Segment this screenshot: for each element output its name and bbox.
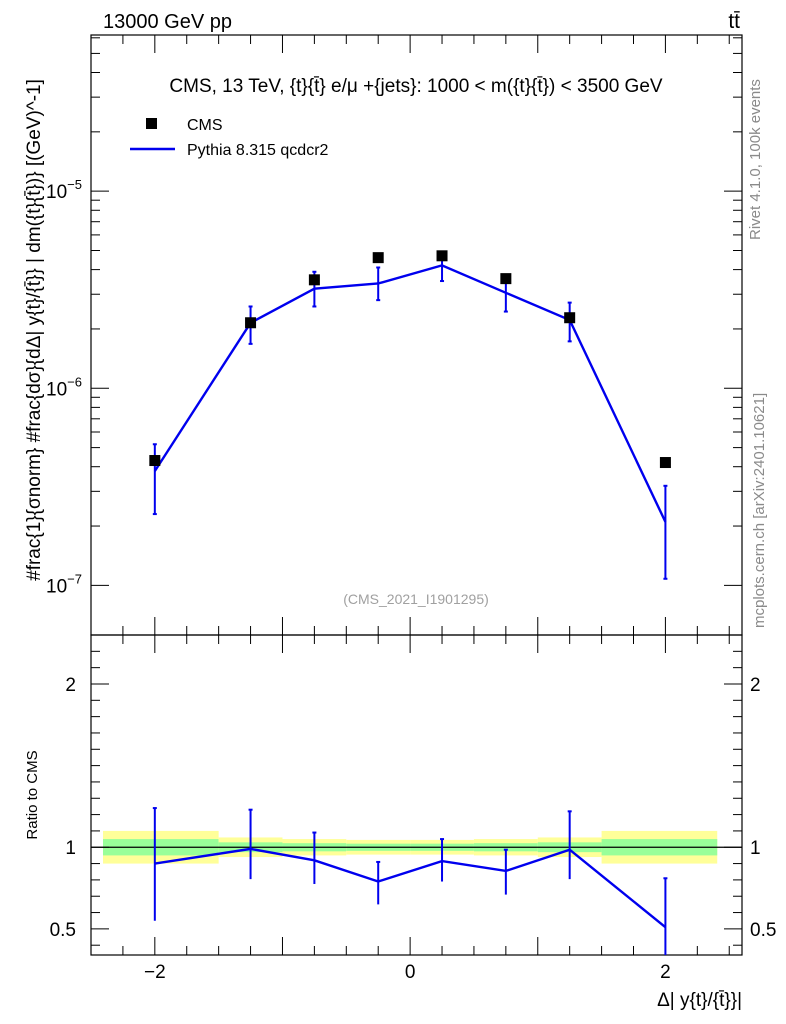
main-y-label-text: #frac{1}{σnorm} #frac{dσ}{dΔ| y{t}/{t̄}}… [24, 79, 45, 581]
cms-data-point [308, 274, 320, 286]
cms-data-point [500, 273, 512, 285]
mcplots-label-text: mcplots.cern.ch [arXiv:2401.10621] [751, 393, 768, 628]
main-axis-ticks [90, 35, 742, 635]
main-y-axis-label: #frac{1}{σnorm} #frac{dσ}{dΔ| y{t}/{t̄}}… [24, 79, 45, 581]
ratio-x-tick-label: 0 [405, 962, 416, 983]
cms-data-point [245, 317, 257, 329]
main-y-tick-label: 10−5 [46, 177, 82, 203]
energy-label: 13000 GeV pp [103, 11, 232, 33]
ratio-y-tick-label-left: 1 [65, 838, 76, 859]
ratio-y-axis-label: Ratio to CMS [24, 750, 41, 839]
ratio-axis-ticks [90, 635, 742, 955]
analysis-watermark: (CMS_2021_I1901295) [343, 591, 489, 607]
ratio-y-label-text: Ratio to CMS [24, 750, 41, 839]
rivet-side-label: Rivet 4.1.0, 100k events [747, 79, 764, 240]
ratio-y-tick-label-right: 1 [750, 838, 761, 859]
cms-data-point [564, 312, 576, 324]
legend-data-label: CMS [187, 117, 223, 134]
ratio-x-tick-label: 2 [660, 962, 671, 983]
cms-data-point [372, 252, 384, 264]
ratio-y-tick-label-left: 2 [65, 675, 76, 696]
plot-title: CMS, 13 TeV, {t}{t̄} e/μ +{jets}: 1000 <… [169, 76, 662, 97]
main-y-tick-labels: 10−7 10−6 10−5 [46, 177, 82, 597]
cms-data-point [149, 455, 161, 467]
x-axis-label: Δ| y{t}/{t̄}}| [657, 990, 742, 1011]
ratio-x-tick-labels: −2 0 2 [144, 962, 671, 983]
cms-data-point [436, 250, 448, 262]
process-label: tt̄ [728, 10, 740, 33]
legend-data-marker [146, 118, 157, 129]
ratio-panel-frame [90, 634, 743, 956]
rivet-label-text: Rivet 4.1.0, 100k events [747, 79, 764, 240]
main-y-tick-label: 10−7 [46, 571, 82, 597]
ratio-x-tick-label: −2 [144, 962, 166, 983]
mcplots-side-label: mcplots.cern.ch [arXiv:2401.10621] [751, 393, 768, 628]
ratio-series-line [154, 847, 667, 929]
cms-data-point [659, 457, 671, 469]
ratio-y-tick-labels: 0.5 0.5 1 1 2 2 [50, 675, 777, 941]
ratio-plot-data [152, 807, 668, 955]
ratio-y-tick-label-right: 2 [750, 675, 761, 696]
ratio-y-tick-label-left: 0.5 [50, 920, 76, 941]
main-plot-data [149, 250, 671, 580]
legend-mc-label: Pythia 8.315 qcdcr2 [187, 142, 329, 159]
mc-series-line [153, 264, 667, 523]
ratio-y-tick-label-right: 0.5 [750, 920, 776, 941]
main-y-tick-label: 10−6 [46, 374, 82, 400]
